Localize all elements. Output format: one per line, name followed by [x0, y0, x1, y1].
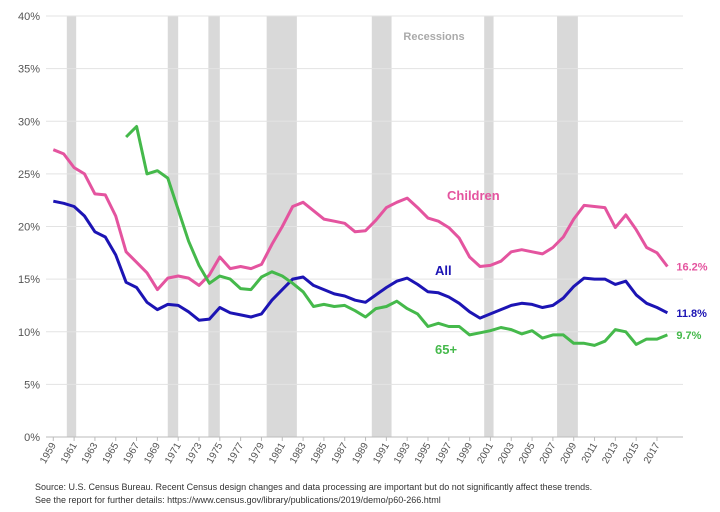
x-tick-label: 1995	[413, 441, 434, 466]
x-tick-label: 2005	[517, 441, 538, 466]
value-label: 11.8%	[676, 308, 707, 320]
x-tick-label: 1987	[330, 441, 351, 466]
x-tick-label: 2015	[621, 441, 642, 466]
x-tick-label: 2009	[559, 441, 580, 466]
series-label: 65+	[435, 342, 457, 357]
series-line	[125, 125, 668, 347]
source-note: See the report for further details: http…	[35, 495, 441, 505]
x-tick-label: 1973	[184, 441, 205, 466]
x-tick-label: 2017	[642, 441, 663, 466]
y-tick-label: 35%	[18, 64, 40, 76]
y-tick-label: 5%	[24, 379, 40, 391]
x-tick-label: 1979	[246, 441, 267, 466]
x-tick-label: 2003	[496, 441, 517, 466]
series-label: Children	[447, 188, 500, 203]
y-tick-label: 40%	[18, 11, 40, 23]
series-label: All	[435, 263, 452, 278]
x-tick-label: 1991	[371, 441, 392, 466]
x-tick-label: 1961	[59, 441, 80, 466]
x-tick-label: 1965	[101, 441, 122, 466]
x-tick-label: 1985	[309, 441, 330, 466]
source-note: Source: U.S. Census Bureau. Recent Censu…	[35, 482, 593, 492]
recessions-label: Recessions	[403, 31, 464, 43]
x-tick-label: 1963	[80, 441, 101, 466]
x-tick-label: 1981	[267, 441, 288, 466]
x-tick-label: 1997	[434, 441, 455, 466]
y-tick-label: 0%	[24, 432, 40, 444]
x-tick-label: 1983	[288, 441, 309, 466]
x-tick-label: 1977	[226, 441, 247, 466]
y-tick-label: 30%	[18, 116, 40, 128]
x-tick-label: 1959	[38, 441, 59, 466]
x-tick-label: 2011	[580, 441, 600, 466]
x-tick-label: 1999	[455, 441, 476, 466]
x-tick-label: 2001	[475, 441, 496, 466]
series-line	[52, 148, 669, 292]
y-tick-label: 15%	[18, 274, 40, 286]
x-tick-label: 2007	[538, 441, 559, 466]
x-tick-label: 1975	[205, 441, 226, 466]
series-line	[53, 199, 669, 322]
x-tick-label: 1993	[392, 441, 413, 466]
value-label: 9.7%	[676, 330, 701, 342]
x-tick-label: 1967	[122, 441, 143, 466]
x-tick-label: 2013	[600, 441, 621, 466]
x-tick-label: 1969	[142, 441, 163, 466]
y-tick-label: 25%	[18, 169, 40, 181]
background	[46, 15, 683, 438]
y-tick-label: 20%	[18, 222, 40, 234]
value-label: 16.2%	[676, 261, 707, 273]
y-tick-label: 10%	[18, 327, 40, 339]
x-tick-label: 1989	[350, 441, 371, 466]
x-tick-label: 1971	[163, 441, 184, 466]
